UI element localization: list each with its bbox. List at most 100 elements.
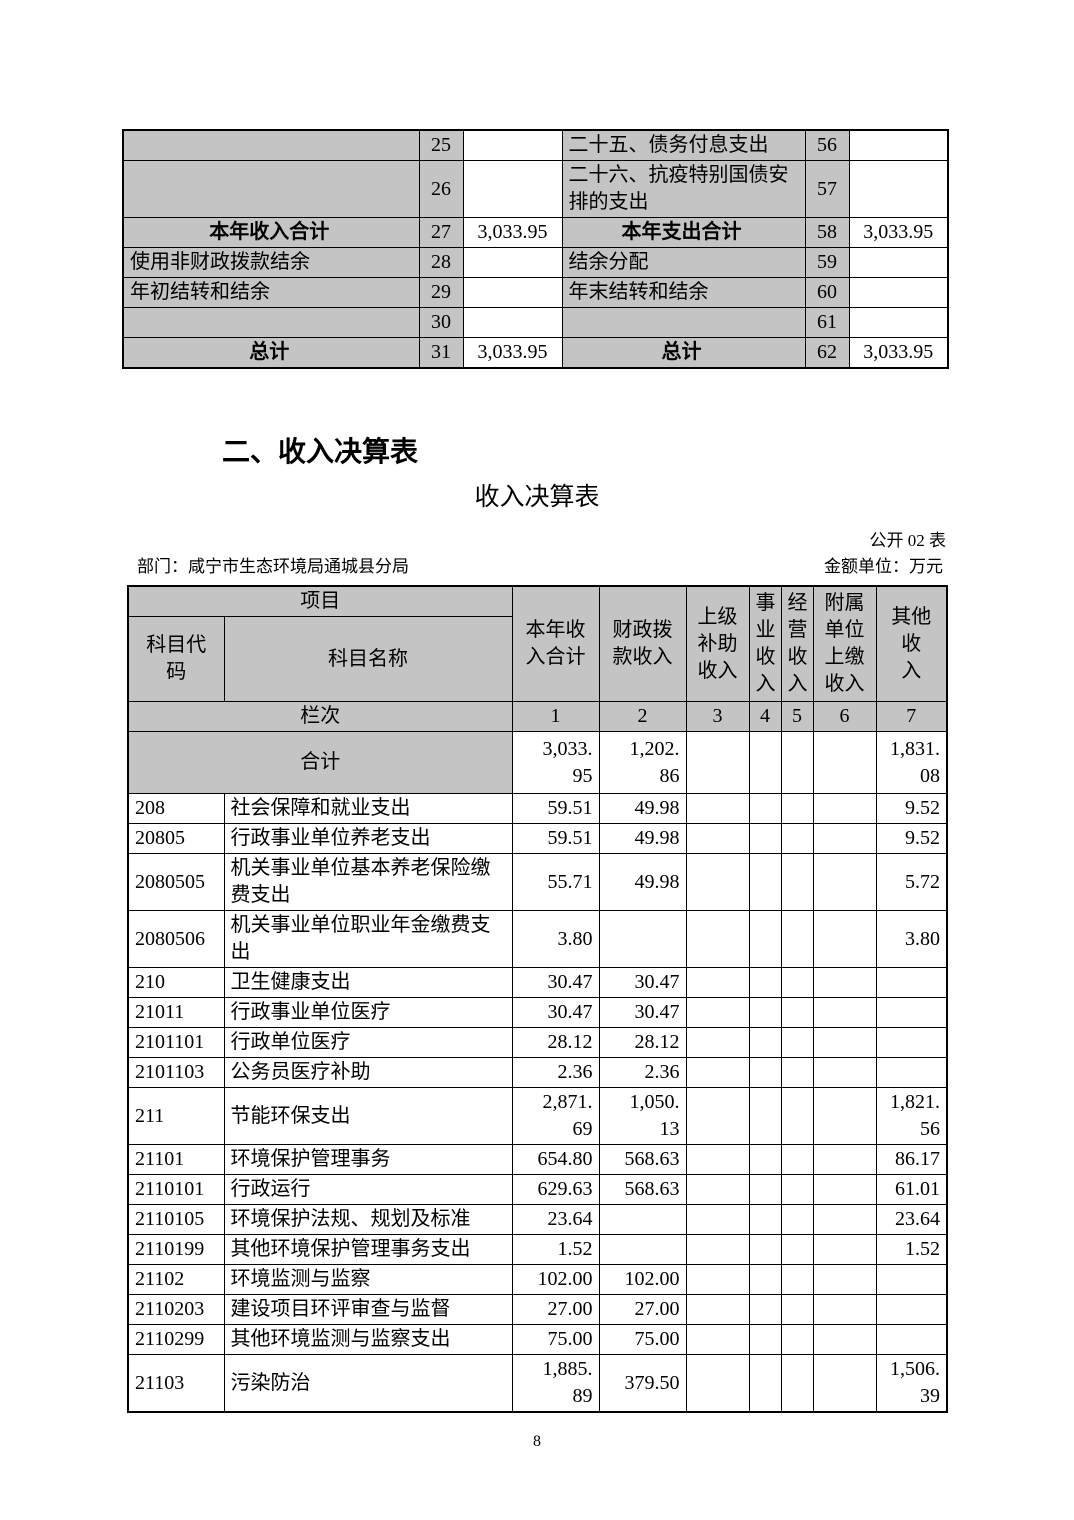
summary-right-amount-cell: 3,033.95: [848, 337, 949, 369]
summary-row: 25 二十五、债务付息支出 56: [122, 129, 949, 161]
amount-cell-superior-subsidy: [685, 1204, 750, 1235]
summary-left-line-no-cell: 28: [418, 247, 464, 278]
amount-cell-affiliated-remittance: [812, 1174, 877, 1205]
amount-cell-superior-subsidy: [685, 967, 750, 998]
amount-cell-superior-subsidy: [685, 823, 750, 854]
income-row: 210 卫生健康支出 30.47 30.47: [127, 967, 948, 998]
amount-cell-operating-income: [780, 1264, 814, 1295]
summary-right-line-no-cell: 57: [804, 160, 850, 218]
summary-right-line-no-cell: 56: [804, 129, 850, 161]
summary-right-line-no-cell: 61: [804, 307, 850, 338]
amount-cell-operating-income: [780, 1324, 814, 1355]
header-business-income: 事 业 收 入: [748, 585, 782, 702]
amount-cell-business-income: [748, 1234, 782, 1265]
amount-cell-business-income: [748, 997, 782, 1028]
amount-cell-other-income: 61.01: [875, 1174, 948, 1205]
section-heading: 二、收入决算表: [222, 436, 419, 467]
amount-cell-other-income: [875, 1264, 948, 1295]
amount-cell-total-income: 75.00: [511, 1324, 600, 1355]
amount-cell-affiliated-remittance: [812, 1264, 877, 1295]
subject-name-cell: 环境监测与监察: [223, 1264, 513, 1295]
income-row: 21103 污染防治 1,885. 89 379.50 1,506. 39: [127, 1354, 948, 1413]
amount-cell-business-income: [748, 1087, 782, 1145]
amount-cell-business-income: [748, 1264, 782, 1295]
summary-left-amount-cell: [462, 247, 563, 278]
subject-name-cell: 行政运行: [223, 1174, 513, 1205]
total-amount-cell: [685, 731, 750, 794]
amount-cell-affiliated-remittance: [812, 793, 877, 824]
amount-cell-operating-income: [780, 793, 814, 824]
income-row: 21101 环境保护管理事务 654.80 568.63 86.17: [127, 1144, 948, 1175]
amount-cell-business-income: [748, 1204, 782, 1235]
subject-name-cell: 其他环境保护管理事务支出: [223, 1234, 513, 1265]
amount-cell-operating-income: [780, 1204, 814, 1235]
summary-row: 本年收入合计 27 3,033.95 本年支出合计 58 3,033.95: [122, 217, 949, 248]
amount-cell-fiscal-allocation: 30.47: [598, 997, 687, 1028]
amount-cell-fiscal-allocation: 75.00: [598, 1324, 687, 1355]
subject-name-cell: 节能环保支出: [223, 1087, 513, 1145]
summary-row: 年初结转和结余 29 年末结转和结余 60: [122, 277, 949, 308]
amount-cell-affiliated-remittance: [812, 1027, 877, 1058]
amount-cell-operating-income: [780, 1234, 814, 1265]
total-amount-cell: 1,831. 08: [875, 731, 948, 794]
amount-cell-affiliated-remittance: [812, 1204, 877, 1235]
amount-cell-total-income: 3.80: [511, 910, 600, 968]
amount-cell-total-income: 2.36: [511, 1057, 600, 1088]
subject-code-cell: 210: [127, 967, 225, 998]
amount-cell-other-income: 86.17: [875, 1144, 948, 1175]
amount-cell-total-income: 654.80: [511, 1144, 600, 1175]
amount-cell-operating-income: [780, 967, 814, 998]
subject-code-cell: 21101: [127, 1144, 225, 1175]
subject-name-cell: 其他环境监测与监察支出: [223, 1324, 513, 1355]
amount-cell-affiliated-remittance: [812, 1294, 877, 1325]
subject-code-header-cell: 科目代 码: [127, 616, 225, 702]
summary-left-label-cell: 总计: [122, 337, 420, 369]
summary-right-amount-cell: [848, 247, 949, 278]
amount-unit-label: 金额单位：万元: [824, 557, 943, 576]
amount-cell-business-income: [748, 967, 782, 998]
amount-cell-superior-subsidy: [685, 1294, 750, 1325]
summary-right-label-cell: [561, 307, 806, 338]
subject-name-cell: 行政事业单位养老支出: [223, 823, 513, 854]
amount-cell-affiliated-remittance: [812, 1057, 877, 1088]
summary-left-label-cell: 使用非财政拨款结余: [122, 247, 420, 278]
subject-name-cell: 行政事业单位医疗: [223, 997, 513, 1028]
total-amount-cell: 3,033. 95: [511, 731, 600, 794]
amount-cell-superior-subsidy: [685, 1324, 750, 1355]
amount-cell-total-income: 2,871. 69: [511, 1087, 600, 1145]
summary-left-line-no-cell: 26: [418, 160, 464, 218]
amount-cell-affiliated-remittance: [812, 1087, 877, 1145]
amount-cell-fiscal-allocation: 49.98: [598, 793, 687, 824]
subject-code-cell: 2110199: [127, 1234, 225, 1265]
subject-code-cell: 21102: [127, 1264, 225, 1295]
amount-cell-total-income: 55.71: [511, 853, 600, 911]
income-row: 2110199 其他环境保护管理事务支出 1.52 1.52: [127, 1234, 948, 1265]
amount-cell-fiscal-allocation: 102.00: [598, 1264, 687, 1295]
summary-left-amount-cell: [462, 307, 563, 338]
amount-cell-total-income: 59.51: [511, 793, 600, 824]
summary-row: 总计 31 3,033.95 总计 62 3,033.95: [122, 337, 949, 369]
department-label: 部门：咸宁市生态环境局通城县分局: [137, 557, 409, 576]
amount-cell-total-income: 59.51: [511, 823, 600, 854]
amount-cell-superior-subsidy: [685, 853, 750, 911]
amount-cell-other-income: 5.72: [875, 853, 948, 911]
summary-left-line-no-cell: 27: [418, 217, 464, 248]
subject-name-cell: 卫生健康支出: [223, 967, 513, 998]
amount-cell-total-income: 629.63: [511, 1174, 600, 1205]
summary-left-amount-cell: [462, 160, 563, 218]
amount-cell-fiscal-allocation: 379.50: [598, 1354, 687, 1413]
summary-right-amount-cell: [848, 160, 949, 218]
income-row: 2110105 环境保护法规、规划及标准 23.64 23.64: [127, 1204, 948, 1235]
amount-cell-affiliated-remittance: [812, 910, 877, 968]
summary-row: 26 二十六、抗疫特别国债安 排的支出 57: [122, 160, 949, 218]
summary-right-amount-cell: 3,033.95: [848, 217, 949, 248]
income-table-title: 收入决算表: [474, 484, 600, 511]
project-header-cell: 项目: [127, 585, 513, 617]
subject-code-cell: 2110105: [127, 1204, 225, 1235]
header-superior-subsidy: 上级 补助 收入: [685, 585, 750, 702]
amount-cell-fiscal-allocation: 28.12: [598, 1027, 687, 1058]
amount-cell-superior-subsidy: [685, 1057, 750, 1088]
summary-right-label-cell: 总计: [561, 337, 806, 369]
amount-cell-business-income: [748, 1057, 782, 1088]
amount-cell-total-income: 23.64: [511, 1204, 600, 1235]
